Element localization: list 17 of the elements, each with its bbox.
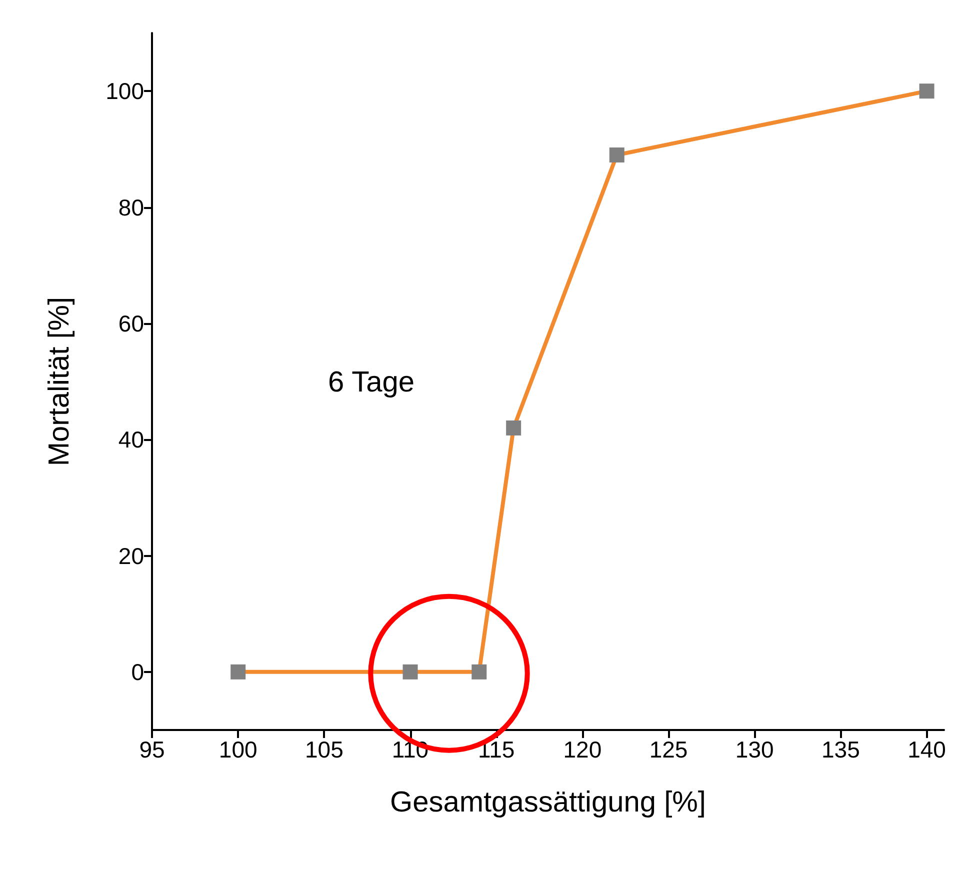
- annotation: 6 Tage: [328, 366, 415, 398]
- x-tick-label: 95: [139, 736, 165, 762]
- y-tick-label: 0: [131, 658, 144, 685]
- y-tick-label: 40: [118, 426, 144, 453]
- x-tick-label: 140: [908, 736, 946, 762]
- y-tick-label: 60: [118, 310, 144, 336]
- x-tick-label: 125: [649, 736, 688, 762]
- x-tick-label: 130: [735, 736, 774, 762]
- y-tick-label: 80: [118, 194, 144, 220]
- x-tick-label: 120: [563, 736, 602, 762]
- y-tick-label: 20: [118, 542, 144, 569]
- y-axis-title: Mortalität [%]: [44, 296, 76, 466]
- x-tick-label: 100: [218, 736, 258, 762]
- x-tick-label: 135: [822, 736, 860, 762]
- x-axis-title: Gesamtgassättigung [%]: [390, 786, 706, 818]
- x-tick-label: 105: [304, 736, 344, 762]
- y-tick-label: 100: [106, 78, 144, 104]
